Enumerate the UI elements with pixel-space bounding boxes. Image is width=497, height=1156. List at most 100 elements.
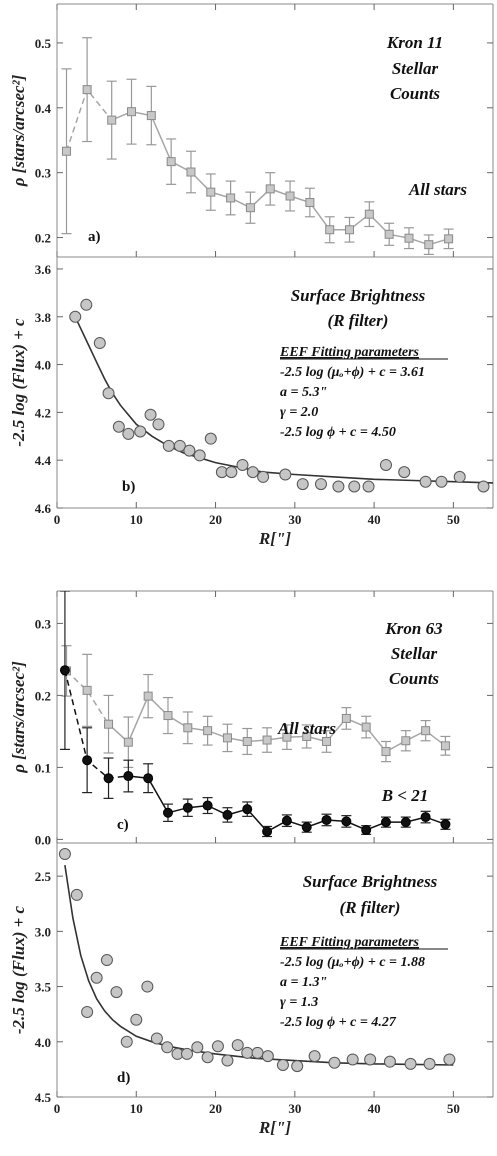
fit-param: a = 1.3" <box>280 975 327 990</box>
y-tick-label: 2.5 <box>35 869 52 884</box>
title-line: Counts <box>390 84 440 103</box>
data-point-square <box>305 198 315 208</box>
title-line: Surface Brightness <box>291 286 426 305</box>
data-point-circle <box>453 470 466 483</box>
fit-param: -2.5 log ϕ + c = 4.27 <box>280 1015 397 1030</box>
data-point-circle <box>346 1053 359 1066</box>
panel-b-kron11-surface-brightness: 3.6 3.8 4.0 4.2 4.4 4.60 10 20 30 40 50 -2.5 log (F… <box>9 257 494 548</box>
data-point-filled-circle <box>59 665 70 676</box>
data-point-circle <box>144 408 157 421</box>
data-point-circle <box>477 480 490 493</box>
data-point-filled-circle <box>202 800 213 811</box>
data-point-circle <box>443 1053 456 1066</box>
series-label: All stars <box>277 719 336 738</box>
data-point-square <box>404 233 414 243</box>
title-line: Stellar <box>391 644 438 663</box>
data-point-square <box>104 719 114 729</box>
data-point-circle <box>93 337 106 350</box>
data-point-square <box>222 733 232 743</box>
title-line: Stellar <box>392 59 439 78</box>
data-point-circle <box>191 1041 204 1054</box>
data-point-filled-circle <box>143 773 154 784</box>
data-point-filled-circle <box>182 802 193 813</box>
data-point-circle <box>225 466 238 479</box>
data-point-square <box>285 191 295 201</box>
y-tick-label: 4.0 <box>35 1035 51 1050</box>
x-tick-label: 0 <box>54 512 61 527</box>
data-point-circle <box>58 848 71 861</box>
data-point-square <box>424 240 434 250</box>
y-axis-label: -2.5 log (Flux) + c <box>9 318 28 447</box>
x-tick-label: 40 <box>368 1101 381 1116</box>
title-line: Kron 11 <box>386 33 443 52</box>
y-tick-label: 4.2 <box>35 405 51 420</box>
data-point-filled-circle <box>242 804 253 815</box>
data-point-circle <box>152 418 165 431</box>
data-point-circle <box>221 1054 234 1067</box>
fit-param: γ = 1.3 <box>280 995 318 1010</box>
data-point-filled-circle <box>262 826 273 837</box>
data-point-circle <box>69 310 82 323</box>
plot-area <box>61 37 454 256</box>
title-line: Counts <box>389 669 439 688</box>
data-point-filled-circle <box>301 822 312 833</box>
data-point-square <box>282 732 292 742</box>
data-point-circle <box>328 1056 341 1069</box>
data-point-circle <box>204 432 217 445</box>
data-point-circle <box>173 439 186 452</box>
data-point-circle <box>161 1041 174 1054</box>
y-tick-label: 4.5 <box>35 1090 52 1105</box>
data-point-filled-circle <box>103 773 114 784</box>
data-point-circle <box>296 478 309 491</box>
data-point-circle <box>379 458 392 471</box>
y-tick-label: 0.2 <box>35 688 51 703</box>
data-point-square <box>203 726 213 736</box>
data-point-circle <box>120 1035 133 1048</box>
plot-area <box>69 298 493 493</box>
plot-area <box>58 848 456 1073</box>
data-point-circle <box>383 1055 396 1068</box>
data-point-circle <box>80 298 93 311</box>
title-line: (R filter) <box>328 311 389 330</box>
fit-params-header: EEF Fitting parameters <box>279 935 420 950</box>
data-point-circle <box>423 1057 436 1070</box>
data-point-circle <box>257 470 270 483</box>
data-point-circle <box>110 986 123 999</box>
data-point-circle <box>130 1013 143 1026</box>
data-point-square <box>82 85 92 95</box>
data-point-square <box>146 111 156 121</box>
y-axis-label: ρ [stars/arcsec²] <box>9 661 28 774</box>
y-tick-label: 0.0 <box>35 832 51 847</box>
data-point-square <box>245 203 255 213</box>
y-tick-label: 0.5 <box>35 36 52 51</box>
data-point-filled-circle <box>440 819 451 830</box>
x-tick-label: 30 <box>288 1101 301 1116</box>
data-point-circle <box>122 427 135 440</box>
data-point-circle <box>162 439 175 452</box>
y-tick-label: 4.0 <box>35 358 51 373</box>
data-point-circle <box>364 1053 377 1066</box>
data-point-circle <box>362 480 375 493</box>
data-point-filled-circle <box>162 807 173 818</box>
data-point-square <box>107 115 117 125</box>
series-line-dashed <box>64 670 129 779</box>
panel-letter: d) <box>117 1070 130 1086</box>
data-point-square <box>302 731 312 741</box>
data-point-filled-circle <box>420 812 431 823</box>
x-tick-label: 10 <box>130 1101 143 1116</box>
data-point-circle <box>183 444 196 457</box>
data-point-square <box>322 736 332 746</box>
data-point-filled-circle <box>321 814 332 825</box>
series-label: B < 21 <box>381 786 429 805</box>
panel-letter: a) <box>88 229 101 245</box>
data-point-square <box>401 736 411 746</box>
data-point-square <box>123 737 133 747</box>
y-tick-label: 0.1 <box>35 760 51 775</box>
data-point-circle <box>291 1060 304 1073</box>
data-point-circle <box>70 888 83 901</box>
data-point-circle <box>81 1005 94 1018</box>
x-tick-label: 50 <box>447 1101 460 1116</box>
data-point-square <box>183 723 193 733</box>
y-tick-label: 3.8 <box>35 310 52 325</box>
y-tick-label: 0.3 <box>35 166 52 181</box>
